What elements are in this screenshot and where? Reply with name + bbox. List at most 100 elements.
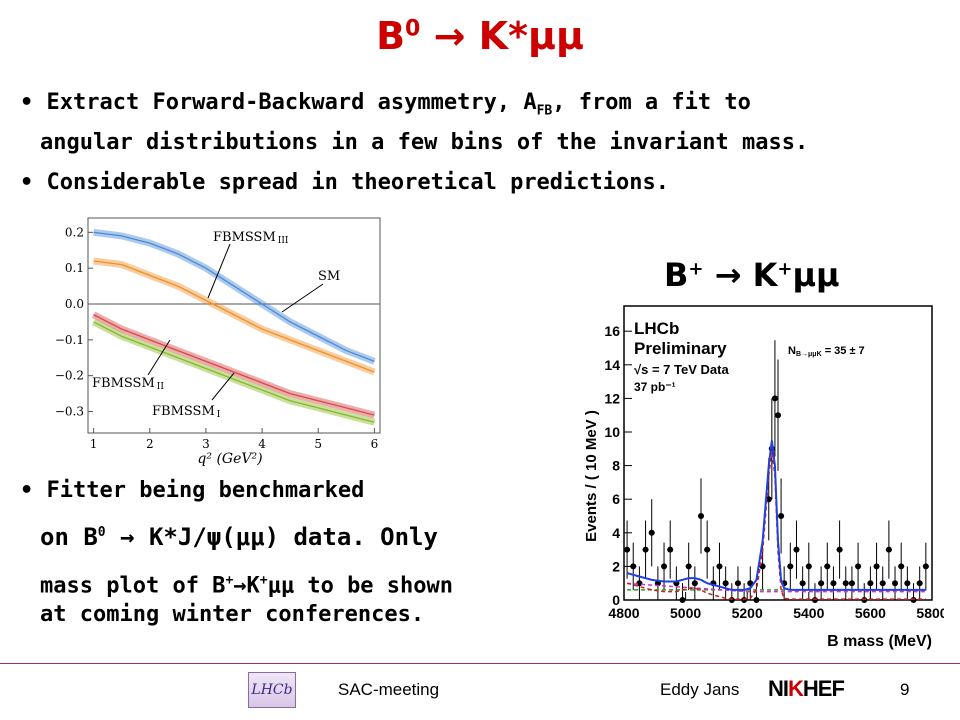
mass-datapoint — [904, 580, 911, 587]
mass-datapoint — [811, 597, 818, 603]
mass-datapoint — [898, 563, 905, 570]
afb-ytick-label: −0.3 — [55, 405, 84, 419]
mass-signal-yield: NB→μμK = 35 ± 7 — [788, 345, 865, 358]
mass-energy: √s = 7 TeV Data — [634, 362, 729, 377]
mass-datapoint — [867, 580, 874, 587]
arrow-fbmssm-i — [211, 372, 235, 401]
mass-datapoint — [722, 580, 729, 587]
mass-datapoint — [842, 580, 849, 587]
arrow-fbmssm-ii — [147, 339, 171, 376]
title-sup: 0 — [405, 16, 421, 42]
mass-ylabel: Events / ( 10 MeV ) — [583, 410, 600, 542]
afb-xtick-label: 3 — [202, 437, 210, 451]
afb-ytick-label: −0.1 — [55, 333, 84, 347]
afb-yticks: 0.2 0.1 0.0 −0.1 −0.2 −0.3 — [55, 225, 93, 419]
bullet-text: μμ to be shown — [267, 573, 454, 599]
mass-datapoint — [642, 546, 649, 553]
mass-xtick-label: 5600 — [855, 605, 886, 621]
bullet-afb-line1: • Extract Forward-Backward asymmetry, AF… — [20, 88, 751, 126]
mass-yticks: 0 2 4 6 8 10 12 14 16 — [604, 323, 632, 608]
bullet-text: • Extract Forward-Backward asymmetry, A — [20, 90, 537, 115]
mass-xtick-label: 5000 — [670, 605, 701, 621]
afb-bands — [92, 228, 376, 426]
afb-ytick-label: −0.2 — [55, 369, 84, 383]
mass-ytick-label: 6 — [612, 491, 620, 507]
mass-datapoint — [778, 513, 785, 519]
mass-ytick-label: 4 — [612, 525, 620, 541]
mass-datapoint — [667, 546, 674, 553]
mass-datapoint — [787, 563, 794, 570]
subtitle-text: μμ — [792, 256, 840, 294]
mass-ytick-label: 0 — [612, 592, 620, 608]
mass-datapoint — [734, 580, 741, 587]
afb-plot: 0.2 0.1 0.0 −0.1 −0.2 −0.3 1 2 3 4 5 6 q² (GeV²) F… — [55, 217, 381, 467]
bullet-text: → K*J/ψ(μμ) data. Only — [105, 523, 438, 551]
mass-datapoint — [771, 395, 778, 402]
afb-xtick-label: 4 — [258, 437, 266, 451]
subtitle-sup: + — [688, 258, 704, 280]
mass-datapoint — [679, 597, 686, 603]
label-fbmssm-i: FBMSSM I — [152, 404, 221, 420]
nikhef-logo: NIKHEF — [768, 676, 845, 701]
mass-ytick-label: 14 — [604, 357, 620, 373]
afb-xtick-label: 2 — [146, 437, 154, 451]
footer-author: Eddy Jans — [660, 680, 740, 699]
mass-xtick-label: 5200 — [732, 605, 763, 621]
mass-datapoint — [885, 546, 892, 553]
mass-ytick-label: 10 — [604, 424, 620, 440]
bullet-fitter-line4: at coming winter conferences. — [40, 602, 425, 627]
mass-datapoint — [728, 597, 735, 603]
mass-datapoint — [753, 597, 760, 603]
mass-datapoint — [624, 546, 631, 553]
bullet-afb-line2: angular distributions in a few bins of t… — [40, 130, 809, 155]
mass-datapoint — [716, 563, 723, 570]
mass-datapoint — [648, 529, 655, 536]
afb-xtick-label: 5 — [314, 437, 322, 451]
mass-fit-line — [626, 440, 926, 591]
bullet-fitter-line3: mass plot of B+→K+μμ to be shown — [40, 566, 453, 601]
mass-header-prelim: Preliminary — [634, 339, 727, 358]
mass-datapoint — [691, 580, 698, 587]
mass-lumi: 37 pb⁻¹ — [634, 380, 676, 394]
mass-datapoint — [824, 563, 831, 570]
mass-datapoint — [793, 546, 800, 553]
label-fbmssm-iii: FBMSSM III — [213, 230, 289, 246]
mass-xlabel: B mass (MeV) — [827, 633, 932, 650]
bullet-spread: • Considerable spread in theoretical pre… — [20, 170, 670, 195]
afb-curve-2 — [93, 314, 375, 416]
mass-xtick-label: 5400 — [793, 605, 824, 621]
mass-datapoint — [685, 563, 692, 570]
mass-datapoint — [848, 580, 855, 587]
mass-datapoint — [879, 580, 886, 587]
mass-partreco-line — [627, 582, 926, 593]
bullet-fitter-line1: • Fitter being benchmarked — [20, 478, 365, 503]
mass-ytick-label: 16 — [604, 323, 620, 339]
mass-xtick-label: 5800 — [916, 605, 944, 621]
bullet-fitter-line2: on B0 → K*J/ψ(μμ) data. Only — [40, 518, 438, 552]
mass-datapoint — [661, 563, 668, 570]
afb-curve-0 — [93, 231, 375, 362]
bullet-text: on B — [40, 523, 98, 551]
subtitle-sup: + — [777, 258, 793, 280]
label-sm: SM — [318, 269, 340, 284]
arrow-fbmssm-iii — [207, 243, 231, 299]
mass-xticks: 4800 5000 5200 5400 5600 5800 — [608, 592, 944, 621]
mass-points — [624, 340, 929, 603]
mass-datapoint — [916, 580, 923, 587]
mass-datapoint — [873, 563, 880, 570]
mass-plot: 0 2 4 6 8 10 12 14 16 4800 5000 5200 5400 5600 5800 L… — [583, 305, 944, 650]
mass-datapoint — [704, 546, 711, 553]
footer-meeting: SAC-meeting — [338, 680, 440, 699]
mass-datapoint — [799, 580, 806, 587]
mass-header-lhcb: LHCb — [634, 319, 679, 338]
mass-datapoint — [741, 597, 748, 603]
bullet-text: →K — [233, 573, 260, 599]
mass-datapoint — [698, 513, 704, 519]
bullet-text: mass plot of B — [40, 573, 226, 599]
bullet-sup: + — [225, 573, 234, 588]
title-rest: → K*μμ — [420, 14, 584, 58]
afb-xlabel: q² (GeV²) — [197, 451, 262, 467]
mass-datapoint — [775, 412, 781, 419]
slide-title: B0 → K*μμ — [0, 14, 960, 58]
afb-ytick-label: 0.0 — [65, 297, 84, 311]
